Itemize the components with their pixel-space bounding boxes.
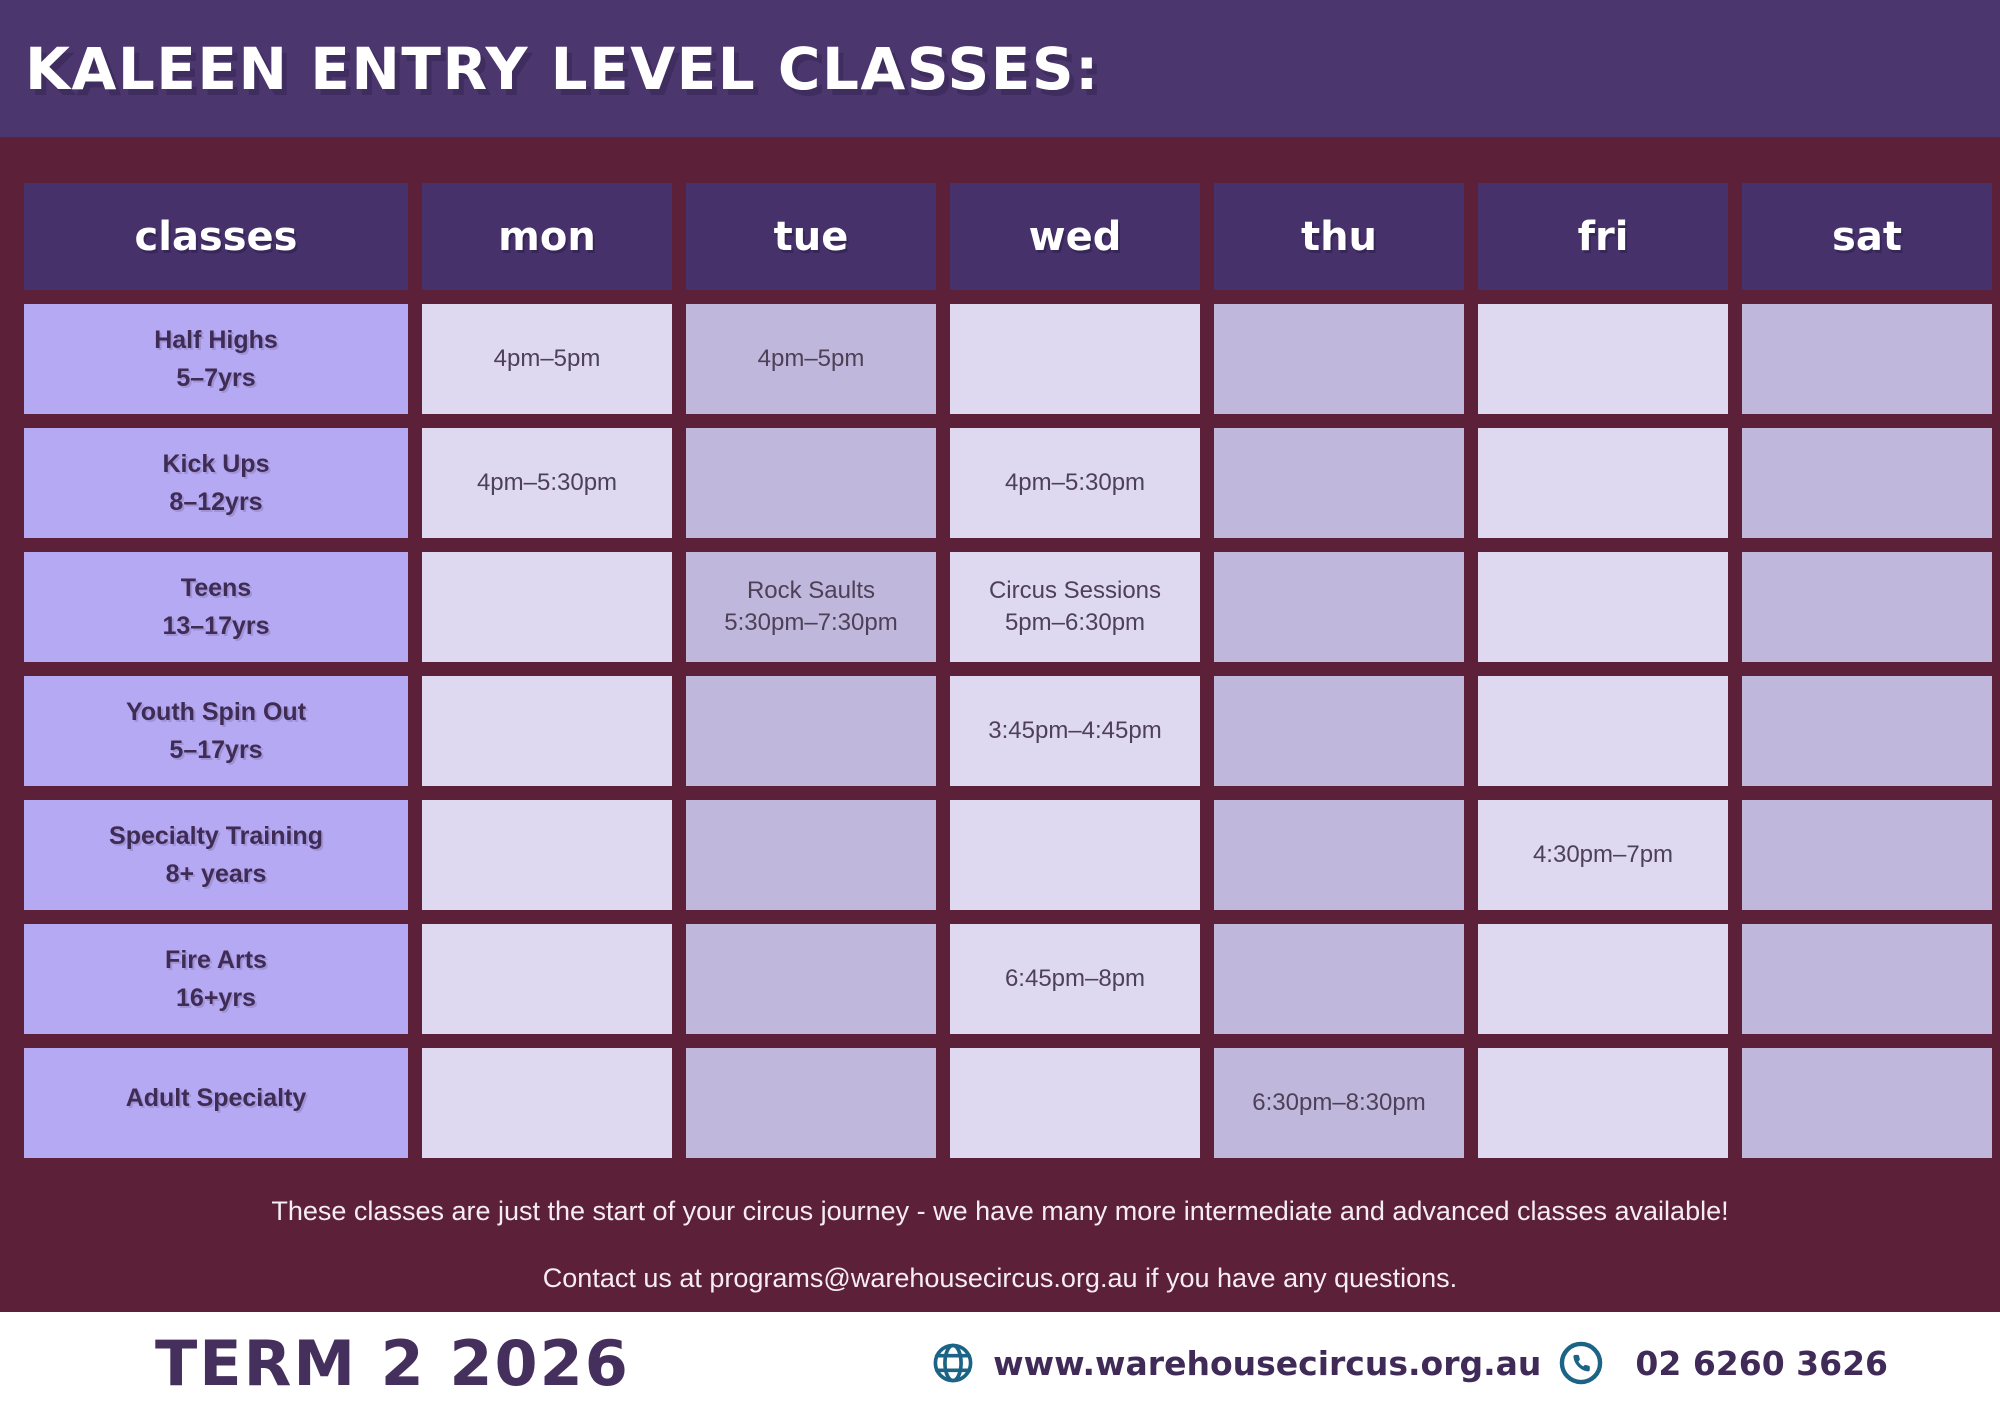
schedule-cell-fri [1478, 428, 1728, 538]
schedule-table: classes mon tue wed thu fri sat Half Hig… [24, 183, 1992, 1158]
column-header-mon: mon [422, 183, 672, 290]
class-name: Teens [180, 573, 252, 602]
schedule-cell-fri [1478, 1048, 1728, 1158]
footer: TERM 2 2026 www.warehousecircus.org.au 0… [0, 1312, 2000, 1414]
schedule-cell-wed: 3:45pm–4:45pm [950, 676, 1200, 786]
phone-icon [1560, 1341, 1603, 1385]
column-header-thu: thu [1214, 183, 1464, 290]
schedule-cell-thu [1214, 428, 1464, 538]
schedule-cell-tue [686, 676, 936, 786]
class-age: 13–17yrs [162, 611, 270, 640]
class-name: Adult Specialty [125, 1084, 307, 1112]
class-name: Half Highs [154, 325, 278, 354]
schedule-cell-wed: 6:45pm–8pm [950, 924, 1200, 1034]
schedule-cell-wed: 4pm–5:30pm [950, 428, 1200, 538]
class-age: 8–12yrs [169, 487, 263, 516]
schedule-cell-mon [422, 924, 672, 1034]
schedule-cell-tue [686, 924, 936, 1034]
note-section: These classes are just the start of your… [0, 1198, 2000, 1292]
schedule-cell-tue: Rock Saults 5:30pm–7:30pm [686, 552, 936, 662]
schedule-cell-mon [422, 676, 672, 786]
class-name: Kick Ups [162, 449, 270, 478]
column-header-fri: fri [1478, 183, 1728, 290]
globe-icon [933, 1343, 973, 1383]
schedule-cell-mon: 4pm–5pm [422, 304, 672, 414]
website-text: www.warehousecircus.org.au [993, 1343, 1542, 1383]
schedule-cell-tue: 4pm–5pm [686, 304, 936, 414]
class-name-cell: Youth Spin Out 5–17yrs [24, 676, 408, 786]
schedule-cell-thu [1214, 552, 1464, 662]
schedule-cell-tue [686, 428, 936, 538]
class-name-cell: Specialty Training 8+ years [24, 800, 408, 910]
schedule-cell-sat [1742, 924, 1992, 1034]
class-age: 16+yrs [176, 983, 256, 1012]
note-line-2: Contact us at programs@warehousecircus.o… [542, 1263, 1458, 1293]
schedule-cell-sat [1742, 428, 1992, 538]
schedule-cell-thu [1214, 800, 1464, 910]
schedule-cell-sat [1742, 800, 1992, 910]
schedule-cell-fri [1478, 552, 1728, 662]
class-name-cell: Adult Specialty [24, 1048, 408, 1158]
schedule-cell-thu [1214, 676, 1464, 786]
schedule-cell-mon [422, 552, 672, 662]
term-label: TERM 2 2026 [155, 1326, 630, 1400]
schedule-cell-mon [422, 1048, 672, 1158]
class-age: 8+ years [165, 859, 267, 888]
schedule-cell-fri [1478, 304, 1728, 414]
schedule-cell-sat [1742, 1048, 1992, 1158]
column-header-tue: tue [686, 183, 936, 290]
schedule-cell-fri [1478, 676, 1728, 786]
schedule-cell-tue [686, 1048, 936, 1158]
column-header-sat: sat [1742, 183, 1992, 290]
column-header-classes: classes [24, 183, 408, 290]
schedule-cell-wed [950, 1048, 1200, 1158]
schedule-cell-fri: 4:30pm–7pm [1478, 800, 1728, 910]
class-name-cell: Half Highs 5–7yrs [24, 304, 408, 414]
schedule-cell-mon [422, 800, 672, 910]
schedule-cell-mon: 4pm–5:30pm [422, 428, 672, 538]
column-header-wed: wed [950, 183, 1200, 290]
class-name-cell: Fire Arts 16+yrs [24, 924, 408, 1034]
schedule-cell-wed [950, 304, 1200, 414]
schedule-cell-fri [1478, 924, 1728, 1034]
schedule-cell-sat [1742, 676, 1992, 786]
schedule-cell-thu: 6:30pm–8:30pm [1214, 1048, 1464, 1158]
schedule-cell-sat [1742, 304, 1992, 414]
page-title: KALEEN ENTRY LEVEL CLASSES: [25, 34, 1100, 103]
title-band: KALEEN ENTRY LEVEL CLASSES: [0, 0, 2000, 137]
contact-info: www.warehousecircus.org.au 02 6260 3626 [931, 1341, 1888, 1385]
class-name: Youth Spin Out [125, 697, 307, 726]
class-age: 5–17yrs [169, 735, 263, 764]
schedule-cell-wed [950, 800, 1200, 910]
schedule-cell-thu [1214, 924, 1464, 1034]
schedule-cell-wed: Circus Sessions 5pm–6:30pm [950, 552, 1200, 662]
class-name: Specialty Training [109, 821, 323, 850]
schedule-cell-thu [1214, 304, 1464, 414]
note-line-1: These classes are just the start of your… [271, 1196, 1729, 1226]
schedule-cell-sat [1742, 552, 1992, 662]
class-name-cell: Teens 13–17yrs [24, 552, 408, 662]
schedule-cell-tue [686, 800, 936, 910]
phone-text: 02 6260 3626 [1635, 1343, 1888, 1383]
class-name: Fire Arts [165, 945, 267, 974]
class-age: 5–7yrs [176, 363, 256, 392]
class-name-cell: Kick Ups 8–12yrs [24, 428, 408, 538]
